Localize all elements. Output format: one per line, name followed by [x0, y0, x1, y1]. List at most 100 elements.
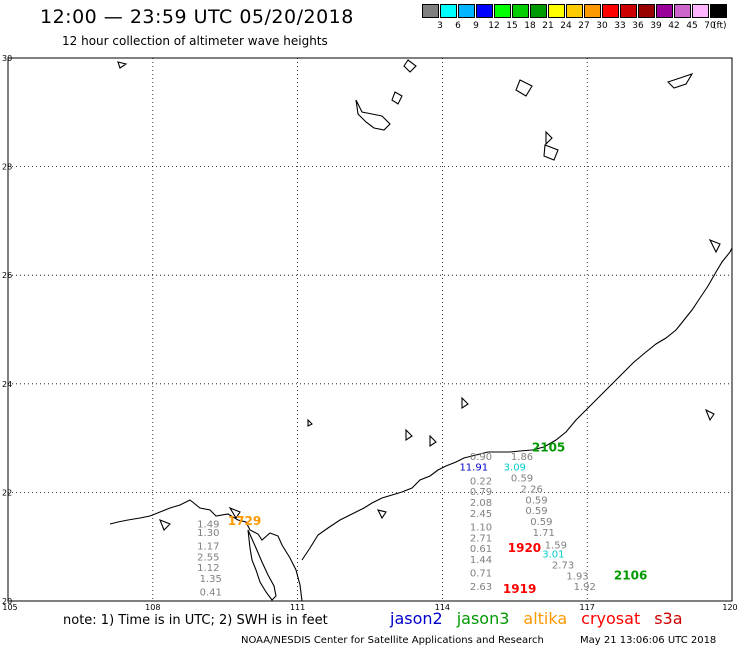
satellite-name: jason2 — [390, 609, 443, 628]
page-title: 12:00 — 23:59 UTC 05/20/2018 — [40, 6, 354, 28]
footer-note: note: 1) Time is in UTC; 2) SWH is in fe… — [63, 613, 328, 628]
coastline-mainland — [109, 247, 733, 602]
wave-height-value: 0.61 — [470, 544, 492, 555]
lon-tick-label: 111 — [290, 603, 305, 612]
wave-height-value: 1.93 — [566, 571, 588, 582]
legend-label: 24 — [560, 21, 572, 31]
legend-swatch — [692, 4, 709, 18]
wave-height-value: 2.26 — [521, 484, 543, 495]
lat-tick-label: 28 — [2, 163, 12, 172]
wave-height-value: 2.08 — [470, 498, 492, 509]
wave-height-value: 0.59 — [525, 506, 547, 517]
legend-label: 15 — [506, 21, 518, 31]
pass-time-label: 1919 — [503, 582, 536, 596]
pass-time-label: 2105 — [532, 441, 565, 455]
lat-tick-label: 30 — [2, 54, 12, 63]
axis-labels: 105 108 111 114 117 120 30 28 26 24 22 20 — [2, 54, 738, 612]
legend-label: 36 — [632, 21, 644, 31]
wave-height-value: 1.10 — [470, 522, 492, 533]
lon-tick-label: 117 — [580, 603, 595, 612]
lat-tick-label: 20 — [2, 597, 12, 606]
legend-label: 12 — [488, 21, 500, 31]
legend-label: 70 — [704, 21, 716, 31]
wave-height-value: 1.59 — [545, 540, 567, 551]
wave-height-value: 1.12 — [197, 563, 219, 574]
satellite-name: cryosat — [581, 609, 641, 628]
wave-height-value: 0.59 — [525, 495, 547, 506]
legend-label: 30 — [596, 21, 608, 31]
pass-time-label: 1729 — [228, 514, 261, 528]
credit-line: NOAA/NESDIS Center for Satellite Applica… — [241, 635, 544, 646]
legend-label: 45 — [686, 21, 698, 31]
legend-label: 3 — [437, 21, 443, 31]
wave-height-value: 2.71 — [470, 533, 492, 544]
legend-swatch — [566, 4, 583, 18]
generation-timestamp: May 21 13:06:06 UTC 2018 — [580, 635, 717, 646]
lat-tick-label: 24 — [2, 380, 12, 389]
legend-swatch — [512, 4, 529, 18]
wave-height-value: 2.55 — [197, 552, 219, 563]
wave-height-value: 1.71 — [533, 528, 555, 539]
wave-height-value: 3.01 — [542, 550, 564, 561]
lon-tick-label: 108 — [145, 603, 160, 612]
legend-swatch — [584, 4, 601, 18]
legend-label: 42 — [668, 21, 680, 31]
coastline-islands — [117, 59, 721, 531]
legend-swatch — [548, 4, 565, 18]
satellite-name: jason3 — [456, 609, 510, 628]
legend-label: 39 — [650, 21, 662, 31]
coastline-leizhou — [247, 529, 277, 601]
wave-height-value: 0.79 — [470, 487, 492, 498]
wave-height-value: 1.35 — [200, 574, 222, 585]
legend-swatch — [476, 4, 493, 18]
legend-label: 33 — [614, 21, 626, 31]
lat-tick-label: 22 — [2, 488, 12, 497]
wave-height-value: 1.49 — [197, 520, 219, 531]
wave-height-value: 0.90 — [470, 452, 492, 463]
wave-height-value: 1.86 — [511, 452, 533, 463]
wave-height-value: 0.59 — [511, 474, 533, 485]
coastline — [109, 59, 733, 602]
map-grid — [7, 57, 733, 602]
lon-tick-label: 114 — [435, 603, 450, 612]
legend-swatch — [422, 4, 439, 18]
wave-height-value: 0.71 — [470, 569, 492, 580]
lat-tick-label: 26 — [2, 271, 12, 280]
color-legend: 3 6 9 12 15 18 21 24 27 30 33 36 39 42 45 70 — [0, 0, 740, 40]
legend-label: 21 — [542, 21, 554, 31]
wave-height-value: 2.45 — [470, 509, 492, 520]
legend-swatch — [710, 4, 727, 18]
legend-swatch — [602, 4, 619, 18]
wave-height-value: 0.41 — [200, 588, 222, 599]
lon-tick-label: 120 — [722, 603, 737, 612]
wave-height-value: 0.59 — [530, 517, 552, 528]
legend-swatch — [494, 4, 511, 18]
pass-time-label: 1920 — [508, 541, 541, 555]
wave-height-value: 0.22 — [470, 476, 492, 487]
satellite-name: altika — [523, 609, 568, 628]
wave-height-value: 1.30 — [197, 528, 219, 539]
legend-label: 18 — [524, 21, 536, 31]
pass-time-labels: 1729 2105 1920 1919 2106 — [228, 441, 648, 596]
legend-label: 27 — [578, 21, 590, 31]
map-frame — [7, 57, 733, 602]
page-subtitle: 12 hour collection of altimeter wave hei… — [62, 34, 328, 48]
legend-swatch — [530, 4, 547, 18]
legend-swatch — [458, 4, 475, 18]
legend-swatch — [620, 4, 637, 18]
wave-height-value: 1.44 — [470, 555, 492, 566]
wave-height-value: 3.09 — [504, 463, 526, 474]
wave-height-value: 1.17 — [197, 541, 219, 552]
legend-swatch — [674, 4, 691, 18]
legend-swatch — [440, 4, 457, 18]
legend-label: 6 — [455, 21, 461, 31]
satellite-legend: jason2 jason3 altika cryosat s3a — [390, 609, 697, 628]
wave-height-value: 1.92 — [574, 582, 596, 593]
legend-swatch — [656, 4, 673, 18]
wave-height-value: 2.63 — [470, 582, 492, 593]
pass-time-label: 2106 — [614, 568, 647, 582]
wave-height-value: 2.73 — [552, 560, 574, 571]
wave-height-value: 11.91 — [459, 463, 488, 474]
